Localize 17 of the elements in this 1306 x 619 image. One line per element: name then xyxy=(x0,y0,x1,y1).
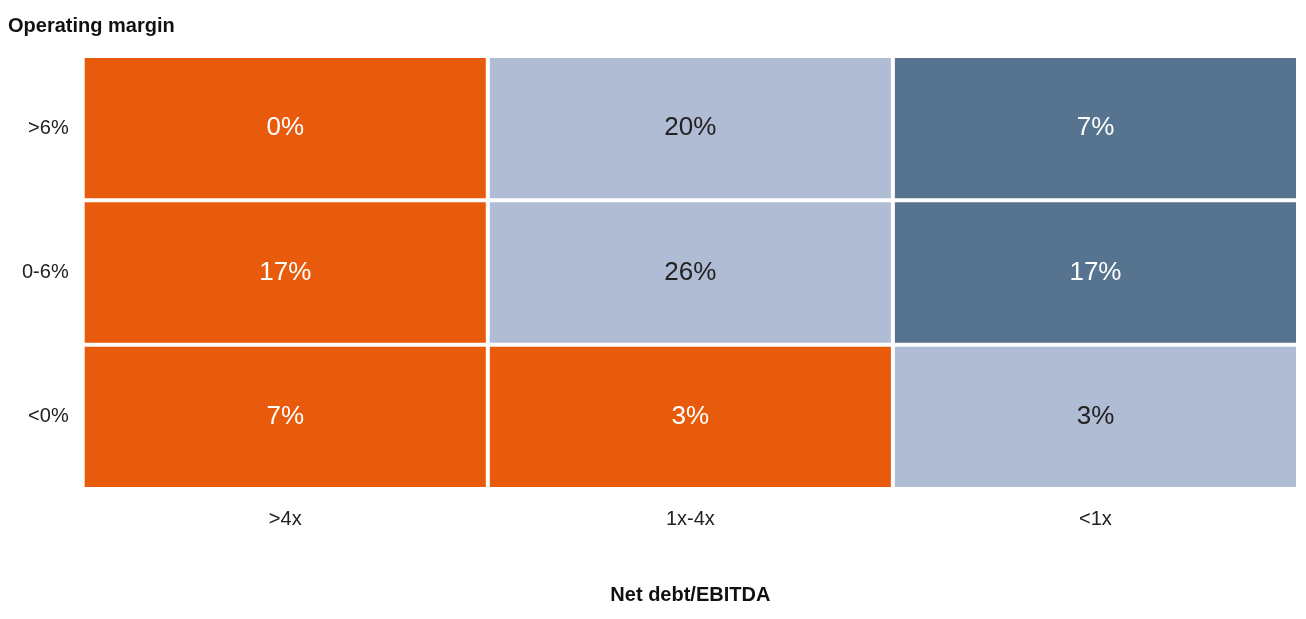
x-tick-label: 1x-4x xyxy=(665,506,715,529)
y-tick-label: >6% xyxy=(28,115,69,138)
data-label: 7% xyxy=(1076,111,1115,142)
x-axis-title: Net debt/EBITDA xyxy=(610,582,771,605)
data-label: 26% xyxy=(664,255,717,286)
data-label: 3% xyxy=(1076,400,1115,431)
y-tick-label: <0% xyxy=(28,404,69,427)
data-label: 7% xyxy=(266,400,305,431)
y-tick-label: 0-6% xyxy=(21,260,69,283)
data-label: 0% xyxy=(266,111,305,142)
y-axis-title: Operating margin xyxy=(8,13,175,36)
data-label: 17% xyxy=(1069,255,1122,286)
data-label: 3% xyxy=(671,400,710,431)
x-tick-label: >4x xyxy=(268,506,302,529)
data-label: 17% xyxy=(259,255,312,286)
x-tick-label: <1x xyxy=(1079,506,1112,529)
data-label: 20% xyxy=(664,111,717,142)
